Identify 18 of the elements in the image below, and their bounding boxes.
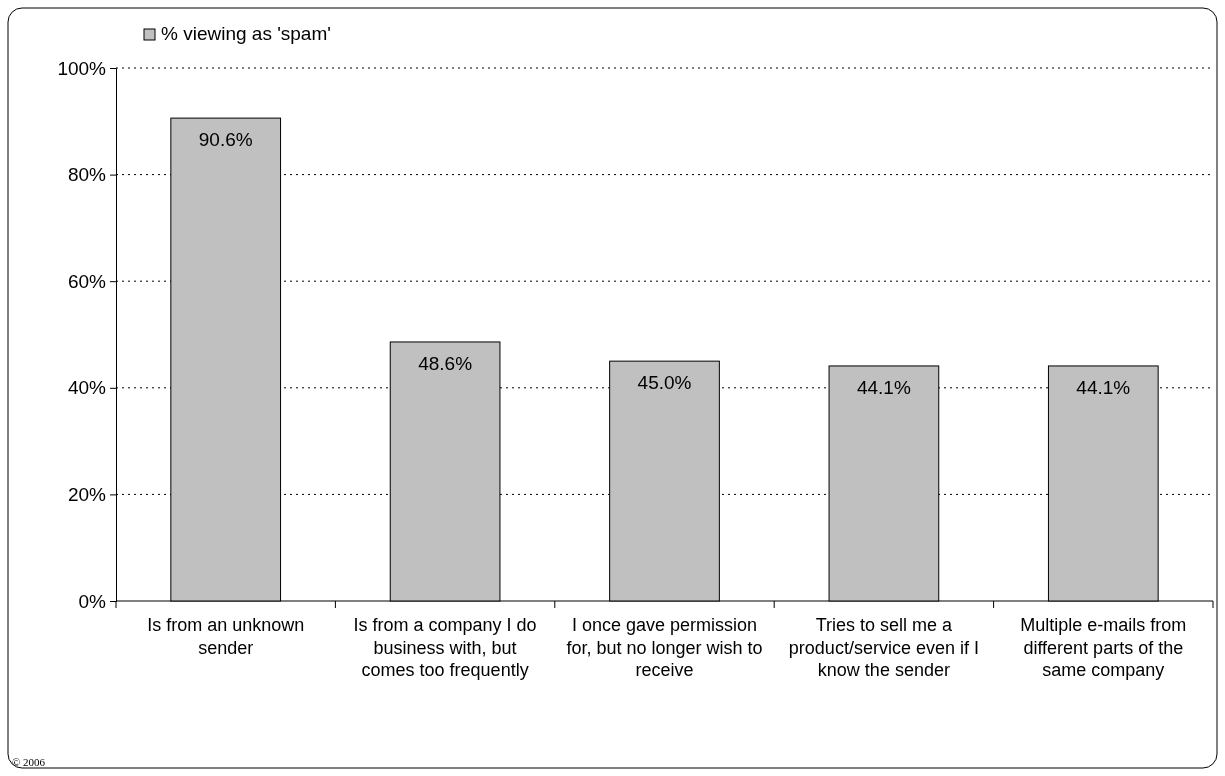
data-label: 48.6% (418, 352, 473, 374)
data-label: 44.1% (856, 376, 911, 398)
legend-label: % viewing as 'spam' (161, 23, 331, 44)
y-tick-label: 40% (67, 377, 107, 399)
y-tick-label: 20% (67, 483, 107, 505)
y-tick-label: 80% (67, 164, 107, 186)
x-tick-label: Multiple e-mails from different parts of the same company (1020, 615, 1187, 680)
x-tick-label: Is from a company I do business with, but comes too frequently (353, 615, 537, 680)
x-tick-label: Tries to sell me a product/service even if I know the sender (788, 615, 979, 680)
x-tick-label: I once gave permission for, but no longer wish to receive (566, 615, 763, 680)
y-tick-label: 100% (57, 57, 107, 79)
x-tick-label: Is from an unknown sender (147, 615, 305, 658)
y-tick-label: 0% (78, 590, 107, 612)
text: © 2006 (12, 756, 46, 768)
data-label: 90.6% (198, 129, 253, 151)
data-label: 44.1% (1076, 376, 1131, 398)
y-tick-label: 60% (67, 270, 107, 292)
data-label: 45.0% (637, 372, 692, 394)
